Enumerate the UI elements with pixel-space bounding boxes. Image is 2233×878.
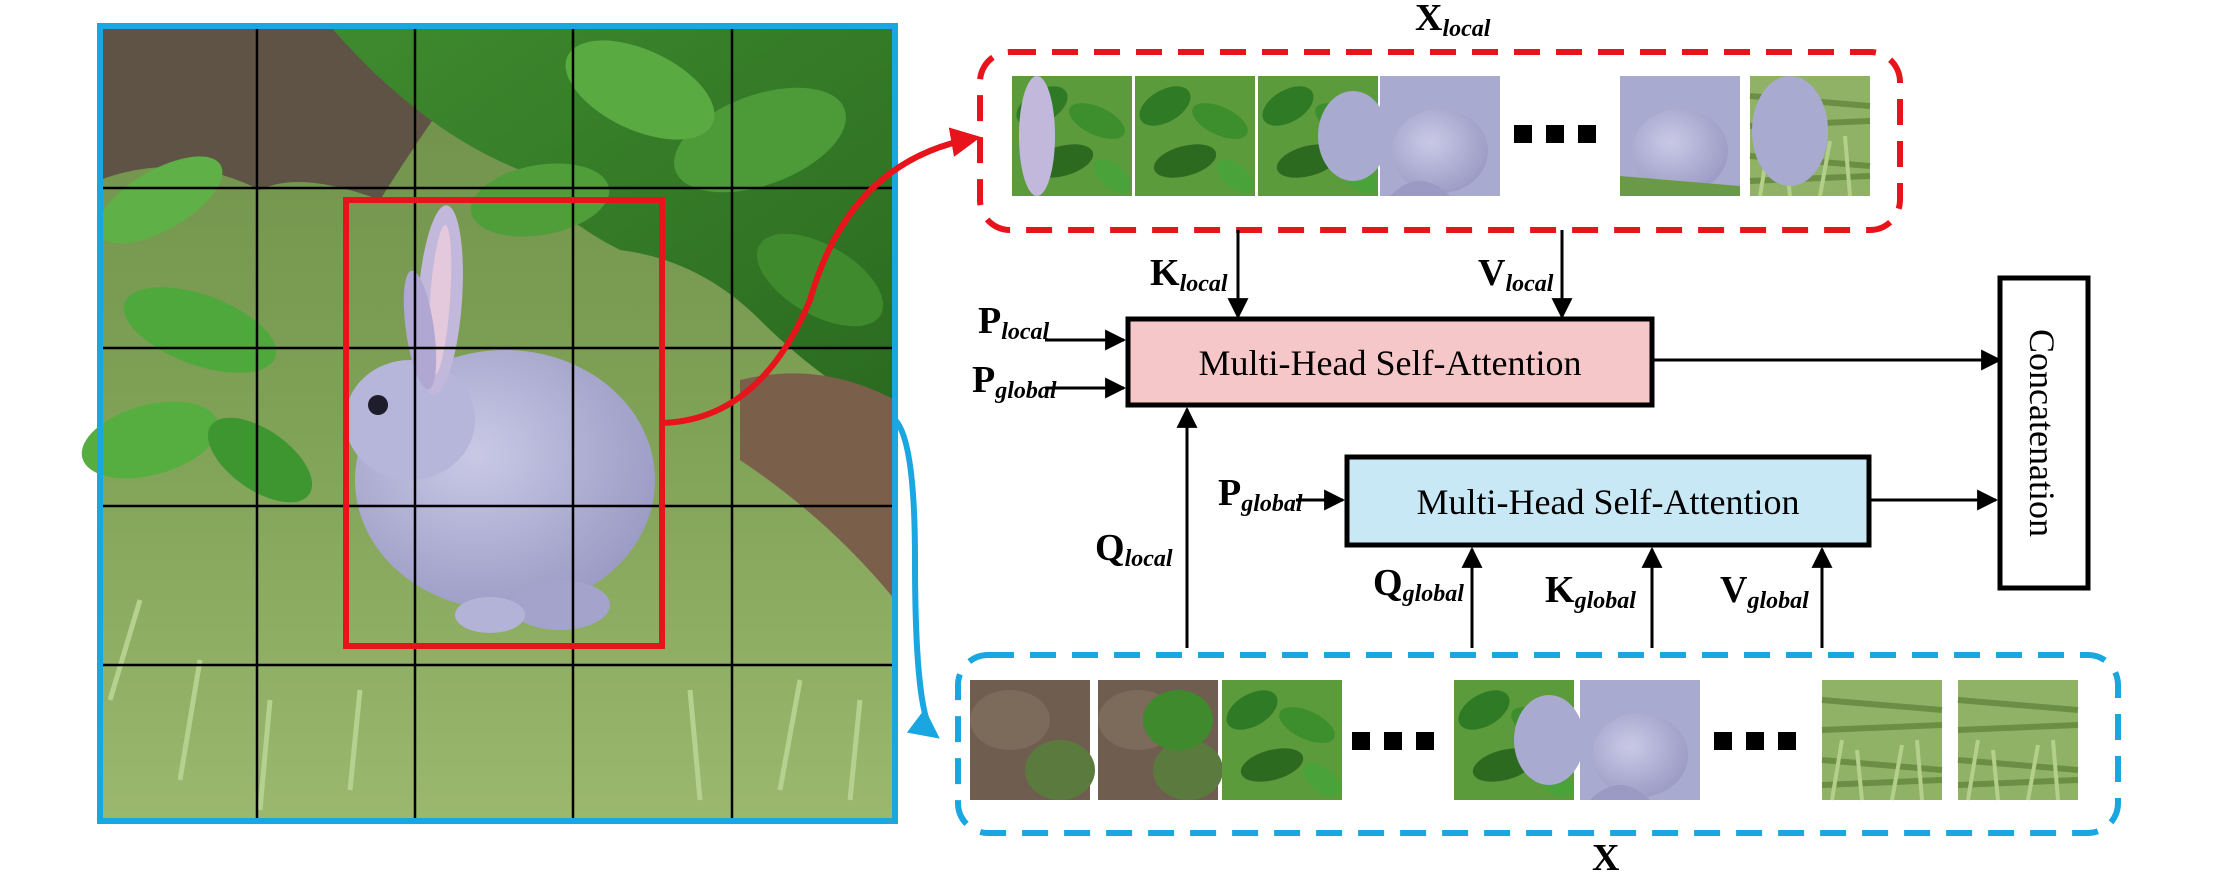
local-arrow: [661, 127, 981, 426]
p-global-label: Pglobal: [972, 359, 1057, 404]
token-thumb: [1009, 76, 1137, 200]
token-thumb: [1255, 76, 1388, 200]
token-thumb: [1580, 680, 1700, 800]
token-thumb: [1958, 680, 2078, 800]
q-local-label: Qlocal: [1095, 527, 1173, 572]
v-local-label: Vlocal: [1478, 252, 1554, 297]
token-thumb: [1098, 680, 1223, 800]
concat-box: Concatenation: [1997, 275, 2091, 591]
global-token-thumbnails: [970, 680, 2078, 804]
local-tokens-box: [977, 49, 1903, 233]
ellipsis-dots-bottom-2: [1714, 732, 1796, 750]
mhsa-local-label: Multi-Head Self-Attention: [1199, 343, 1582, 383]
token-thumb: [1620, 76, 1740, 196]
token-thumb: [1219, 680, 1347, 804]
p-global2-label: Pglobal: [1218, 472, 1303, 517]
global-arrow: [892, 417, 940, 739]
rabbit-photo-icon: [81, 26, 895, 821]
x-local-label: Xlocal: [1415, 0, 1491, 42]
token-thumb: [1380, 76, 1500, 196]
v-global-label: Vglobal: [1720, 569, 1809, 614]
mhsa-global-label: Multi-Head Self-Attention: [1417, 482, 1800, 522]
mhsa-global-box: Multi-Head Self-Attention: [1344, 454, 1872, 548]
token-thumb: [1451, 680, 1584, 804]
token-thumb: [1132, 76, 1260, 200]
k-local-label: Klocal: [1150, 252, 1228, 297]
mhsa-local-box: Multi-Head Self-Attention: [1125, 316, 1655, 408]
ellipsis-dots-bottom-1: [1352, 732, 1434, 750]
patch-grid: [100, 26, 895, 821]
global-tokens-box: [955, 652, 2121, 836]
p-local-label: Plocal: [978, 300, 1050, 345]
token-thumb: [1822, 680, 1942, 800]
x-label: X: [1592, 837, 1619, 878]
q-global-label: Qglobal: [1373, 562, 1464, 607]
ellipsis-dots-top: [1514, 125, 1596, 143]
local-token-thumbnails: [1009, 76, 1870, 200]
concat-label: Concatenation: [2022, 329, 2062, 537]
k-global-label: Kglobal: [1545, 569, 1636, 614]
token-thumb: [970, 680, 1095, 800]
token-thumb: [1750, 76, 1870, 196]
